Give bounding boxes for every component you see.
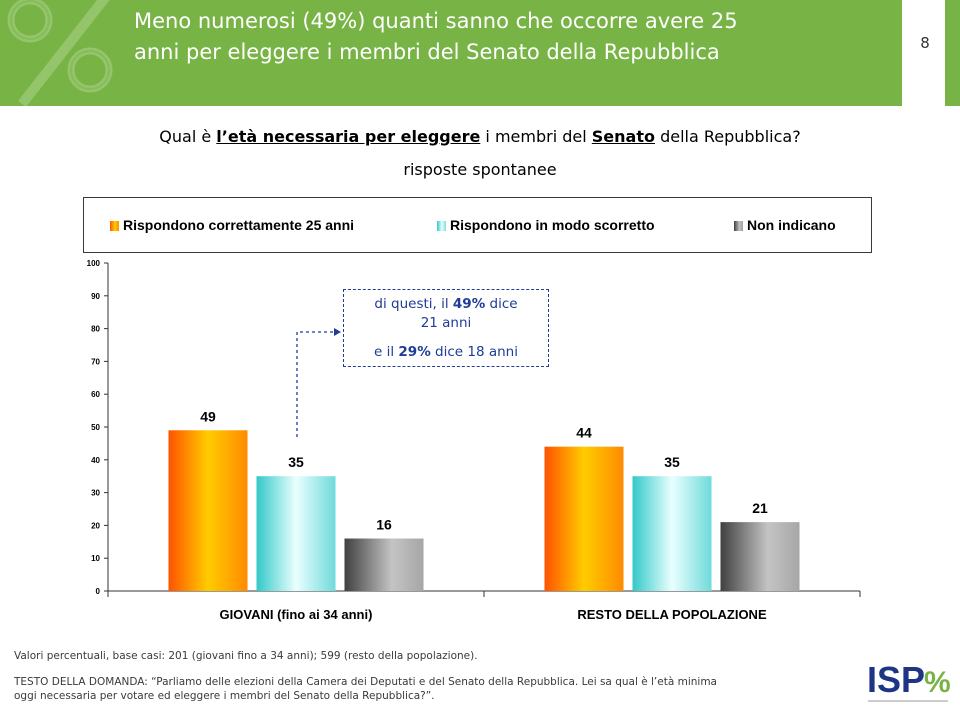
y-tick-label: 90 [91, 292, 100, 301]
bar-value-label: 21 [752, 500, 768, 516]
chart-legend: Rispondono correttamente 25 anni Rispond… [83, 197, 872, 253]
question-emphasis-age: l’età necessaria per eleggere [216, 127, 481, 146]
y-tick-label: 30 [91, 489, 100, 498]
legend-label-incorrect: Rispondono in modo scorretto [450, 217, 655, 233]
dashed-arrow-icon [296, 328, 341, 437]
legend-swatch-correct [110, 221, 119, 231]
question-part-3: i membri del [480, 127, 592, 146]
annotation-text: e il [374, 344, 399, 360]
y-tick-label: 60 [91, 390, 100, 399]
bar-series-1-category-1 [632, 476, 712, 591]
page-number: 8 [920, 34, 930, 52]
survey-question: Qual è l’età necessaria per eleggere i m… [0, 126, 960, 148]
footer-question-line-2: oggi necessaria per votare ed eleggere i… [14, 690, 435, 702]
bar-value-label: 35 [664, 454, 680, 470]
y-tick-label: 0 [96, 587, 101, 596]
y-tick-label: 10 [91, 554, 100, 563]
annotation-text: dice [430, 344, 468, 360]
y-tick-label: 100 [87, 259, 101, 268]
footer-base-note: Valori percentuali, base casi: 201 (giov… [14, 650, 478, 662]
legend-swatch-incorrect [437, 221, 446, 231]
footer-question-line-1: TESTO DELLA DOMANDA: “Parliamo delle ele… [14, 676, 717, 688]
annotation-line-3: e il 29% dice 18 anni [344, 343, 548, 362]
question-part-1: Qual è [159, 127, 217, 146]
x-category-label: GIOVANI (fino ai 34 anni) [220, 607, 373, 622]
question-part-5: della Repubblica? [654, 127, 801, 146]
annotation-line-1: di questi, il 49% dice [344, 295, 548, 314]
bar-series-2-category-0 [344, 538, 424, 591]
header-bar: Meno numerosi (49%) quanti sanno che occ… [0, 0, 902, 106]
bar-series-0-category-0 [168, 430, 248, 591]
percent-watermark-icon [7, 0, 113, 106]
bar-series-2-category-1 [720, 522, 800, 591]
question-emphasis-senate: Senato [591, 127, 655, 146]
logo-percent-mark: % [924, 666, 950, 699]
slide-title-line-2: anni per eleggere i membri del Senato de… [134, 40, 720, 64]
bar-series-0-category-1 [544, 446, 624, 591]
axis-ticks: 0 10 20 30 40 50 60 70 80 90 100 [87, 259, 861, 597]
annotation-text: di questi, il [374, 296, 453, 312]
y-tick-label: 70 [91, 357, 100, 366]
right-accent-stripe [945, 0, 960, 106]
legend-label-no-answer: Non indicano [747, 217, 836, 233]
logo-letters: ISP [867, 659, 925, 700]
bar-series-1-category-0 [256, 476, 336, 591]
y-tick-label: 50 [91, 423, 100, 432]
slide-title-line-1: Meno numerosi (49%) quanti sanno che occ… [134, 9, 738, 33]
chart-labels: 49 35 16 GIOVANI (fino ai 34 anni) 44 35 21 RES… [200, 408, 768, 622]
slide-title: Meno numerosi (49%) quanti sanno che occ… [134, 6, 738, 68]
y-tick-label: 40 [91, 456, 100, 465]
bar-value-label: 49 [200, 408, 216, 424]
y-tick-label: 80 [91, 325, 100, 334]
annotation-percent: 29% [398, 344, 431, 360]
annotation-text: 18 anni [467, 344, 518, 360]
annotation-text: dice [485, 296, 518, 312]
chart-annotation: di questi, il 49% dice 21 anni e il 29% … [343, 289, 549, 367]
bar-value-label: 44 [576, 425, 592, 441]
x-category-label: RESTO DELLA POPOLAZIONE [577, 607, 767, 622]
question-subtitle: risposte spontanee [403, 160, 557, 179]
legend-label-correct: Rispondono correttamente 25 anni [123, 217, 355, 233]
bars [168, 430, 800, 591]
legend-swatch-no-answer [734, 221, 743, 231]
bar-value-label: 16 [376, 517, 392, 533]
annotation-line-2: 21 anni [420, 315, 472, 331]
annotation-percent: 49% [452, 296, 486, 312]
y-tick-label: 20 [91, 521, 100, 530]
bar-value-label: 35 [288, 454, 304, 470]
footer-question-text: TESTO DELLA DOMANDA: “Parliamo delle ele… [14, 675, 717, 703]
bar-chart: 0 10 20 30 40 50 60 70 80 90 100 49 35 16 GIOVANI (fi… [87, 259, 861, 622]
ispo-logo: ISP % [867, 659, 950, 702]
